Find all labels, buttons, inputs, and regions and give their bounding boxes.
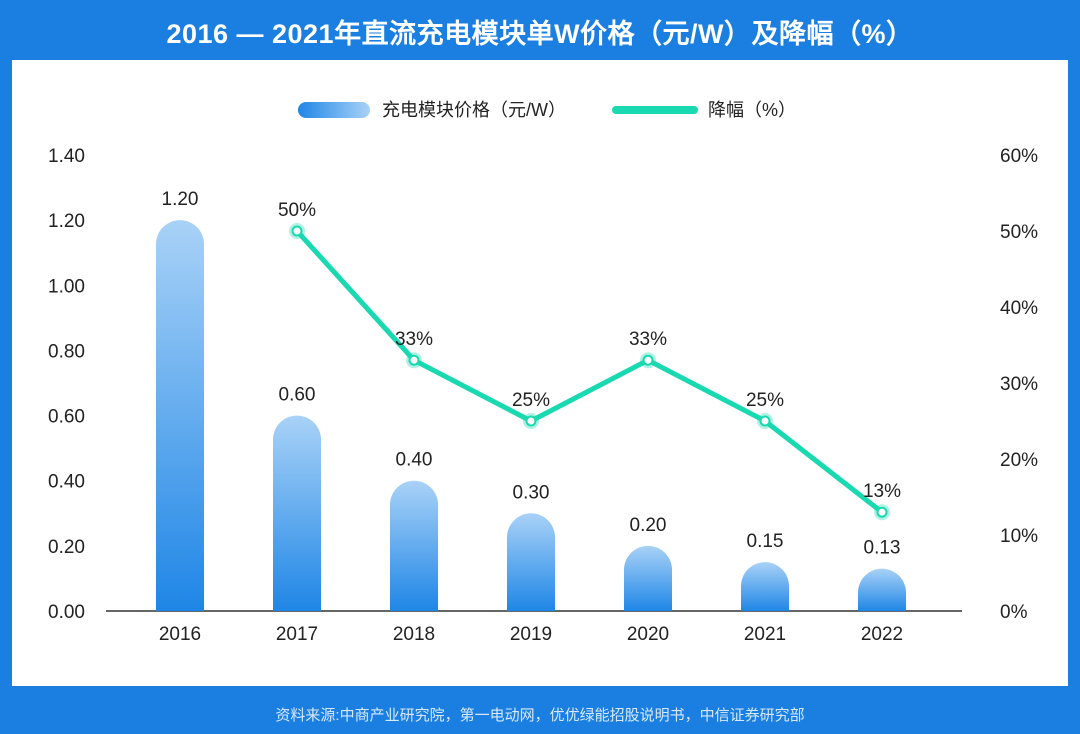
line-value-label: 33% [629,329,667,350]
y-left-tick-label: 1.40 [48,146,85,167]
legend: 充电模块价格（元/W） 降幅（%） [298,100,796,120]
bar-value-label: 0.15 [747,531,784,552]
bar-value-label: 1.20 [162,189,199,210]
legend-bar-swatch [298,102,370,118]
chart-title: 2016 — 2021年直流充电模块单W价格（元/W）及降幅（%） [166,18,914,49]
legend-line-swatch [612,106,698,114]
y-right-tick-label: 60% [1000,146,1038,167]
source-note: 资料来源:中商产业研究院，第一电动网，优优绿能招股说明书，中信证券研究部 [275,706,805,724]
bar-value-label: 0.40 [396,450,433,471]
line-point [876,506,888,518]
line-point [525,415,537,427]
line-value-label: 25% [512,390,550,411]
y-left-tick-label: 0.00 [48,602,85,623]
line-point [408,354,420,366]
bar-series: 1.20 0.60 0.40 0.30 0.20 0.15 0.13 [156,189,906,611]
x-tick-label: 2017 [276,624,318,645]
y-right-tick-label: 20% [1000,450,1038,471]
bar-value-label: 0.30 [513,482,550,503]
y-left-tick-label: 1.20 [48,211,85,232]
y-left-tick-label: 0.40 [48,472,85,493]
combo-chart: 充电模块价格（元/W） 降幅（%） 0.00 0.20 0.40 0.60 0.80 1.… [48,100,1038,645]
bar [507,513,555,611]
bar-value-label: 0.60 [279,385,316,406]
x-tick-label: 2020 [627,624,669,645]
bar [390,480,438,611]
bar [741,562,789,611]
line-value-label: 50% [278,200,316,221]
y-left-tick-label: 0.80 [48,341,85,362]
line-path [294,228,885,515]
bar [624,545,672,611]
y-left-tick-label: 0.20 [48,537,85,558]
y-left-tick-label: 1.00 [48,276,85,297]
bar [273,415,321,611]
bar-value-label: 0.20 [630,515,667,536]
line-value-label: 33% [395,329,433,350]
legend-bar-label: 充电模块价格（元/W） [382,100,566,120]
line-value-label: 13% [863,481,901,502]
y-right-tick-label: 30% [1000,374,1038,395]
x-tick-label: 2021 [744,624,786,645]
bar [858,568,906,611]
bar [156,220,204,611]
legend-line-label: 降幅（%） [708,100,796,120]
line-value-label: 25% [746,390,784,411]
y-right-tick-label: 50% [1000,222,1038,243]
chart-panel: 充电模块价格（元/W） 降幅（%） 0.00 0.20 0.40 0.60 0.80 1.… [12,60,1068,686]
bar-value-label: 0.13 [864,538,901,559]
x-tick-label: 2019 [510,624,552,645]
x-tick-label: 2016 [159,624,201,645]
axes: 0.00 0.20 0.40 0.60 0.80 1.00 1.20 1.40 0% 10% 20%… [48,146,1038,645]
y-right-tick-label: 10% [1000,526,1038,547]
line-point [642,354,654,366]
line-point [759,415,771,427]
y-right-tick-label: 40% [1000,298,1038,319]
x-tick-label: 2018 [393,624,435,645]
line-point [291,225,303,237]
line-series: 50% 33% 25% 33% 25% 13% [278,200,901,521]
y-right-tick-label: 0% [1000,602,1028,623]
x-tick-label: 2022 [861,624,903,645]
y-left-tick-label: 0.60 [48,407,85,428]
